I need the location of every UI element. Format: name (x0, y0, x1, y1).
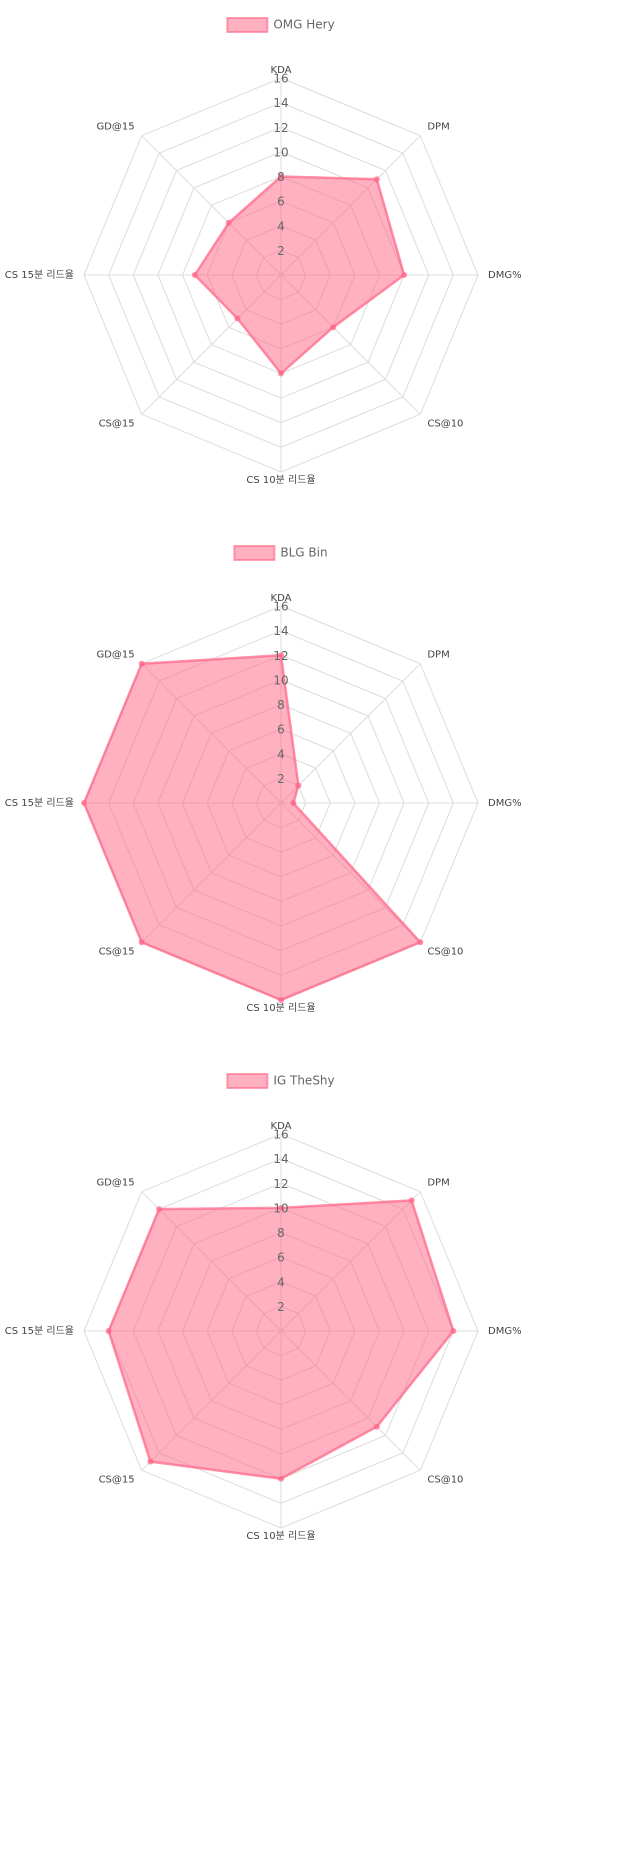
r-tick-label: 6 (277, 1251, 285, 1265)
radar-point (278, 1475, 284, 1482)
r-tick-label: 10 (273, 1201, 288, 1215)
axis-label: DPM (427, 1178, 449, 1189)
axis-label: KDA (271, 1121, 292, 1132)
axis-label: CS 10분 리드율 (246, 1530, 315, 1542)
r-tick-label: 8 (277, 1226, 285, 1240)
radar-point (147, 1458, 154, 1465)
radar-point (191, 272, 198, 278)
r-tick-label: 4 (277, 219, 285, 233)
r-tick-label: 2 (277, 772, 285, 786)
radar-point (295, 782, 302, 789)
legend-swatch (226, 17, 269, 33)
legend-label: OMG Hery (273, 18, 334, 32)
radar-point (278, 370, 284, 377)
legend: IG TheShy (226, 1073, 335, 1089)
r-tick-label: 10 (273, 673, 288, 687)
radar-point (401, 272, 408, 278)
r-tick-label: 16 (273, 1128, 288, 1142)
legend-label: BLG Bin (280, 546, 327, 560)
axis-label: CS 10분 리드율 (246, 1002, 315, 1014)
axis-label: CS 15분 리드율 (5, 1325, 74, 1337)
r-tick-label: 12 (273, 121, 288, 135)
axis-label: KDA (271, 593, 292, 604)
r-tick-label: 16 (273, 72, 288, 86)
axis-label: CS@15 (99, 946, 135, 957)
axis-label: DMG% (488, 798, 522, 809)
radar-point (138, 660, 145, 667)
radar-point (81, 800, 87, 806)
axis-label: DMG% (488, 270, 522, 281)
radar-point (450, 1328, 457, 1334)
r-tick-label: 4 (277, 747, 285, 761)
r-tick-label: 14 (273, 96, 288, 110)
axis-label: GD@15 (96, 650, 134, 661)
radar-point (225, 219, 232, 226)
r-tick-label: 6 (277, 723, 285, 737)
r-tick-label: 16 (273, 600, 288, 614)
r-tick-label: 10 (273, 145, 288, 159)
axis-label: CS@10 (427, 946, 463, 957)
r-tick-label: 6 (277, 195, 285, 209)
radar-point (417, 939, 424, 946)
radar-point (278, 997, 284, 1003)
axis-label: CS@15 (99, 418, 135, 429)
r-tick-label: 2 (277, 1300, 285, 1314)
axis-label: DPM (427, 650, 449, 661)
axis-label: DMG% (488, 1326, 522, 1337)
radar-point (278, 173, 284, 180)
legend: BLG Bin (233, 545, 328, 561)
axis-label: CS 10분 리드율 (246, 474, 315, 486)
radar-point (373, 1423, 380, 1430)
radar-point (290, 800, 297, 806)
radar-point (278, 652, 284, 659)
radar-area (193, 175, 406, 376)
axis-label: CS@10 (427, 418, 463, 429)
radar-point (105, 1328, 112, 1334)
radar-point (138, 939, 145, 946)
axis-label: CS@15 (99, 1474, 135, 1485)
axis-label: KDA (271, 65, 292, 76)
axis-label: CS 15분 리드율 (5, 797, 74, 809)
r-tick-label: 8 (277, 698, 285, 712)
r-tick-label: 12 (273, 649, 288, 663)
r-tick-label: 8 (277, 170, 285, 184)
r-tick-label: 14 (273, 1152, 288, 1166)
legend-swatch (233, 545, 276, 561)
radar-area (107, 1199, 455, 1481)
r-tick-label: 2 (277, 244, 285, 258)
r-tick-label: 14 (273, 624, 288, 638)
r-tick-label: 4 (277, 1275, 285, 1289)
axis-label: GD@15 (96, 122, 134, 133)
r-tick-label: 12 (273, 1177, 288, 1191)
axis-label: CS 15분 리드율 (5, 269, 74, 281)
axis-label: GD@15 (96, 1178, 134, 1189)
radar-point (278, 1204, 284, 1211)
spoke (280, 663, 421, 804)
radar-point (330, 324, 337, 331)
radar-point (408, 1197, 415, 1204)
radar-point (234, 315, 241, 322)
axis-label: CS@10 (427, 1474, 463, 1485)
legend-swatch (226, 1073, 269, 1089)
legend-label: IG TheShy (273, 1074, 334, 1088)
radar-point (373, 176, 380, 183)
axis-label: DPM (427, 122, 449, 133)
legend: OMG Hery (226, 17, 335, 33)
radar-point (156, 1206, 163, 1213)
